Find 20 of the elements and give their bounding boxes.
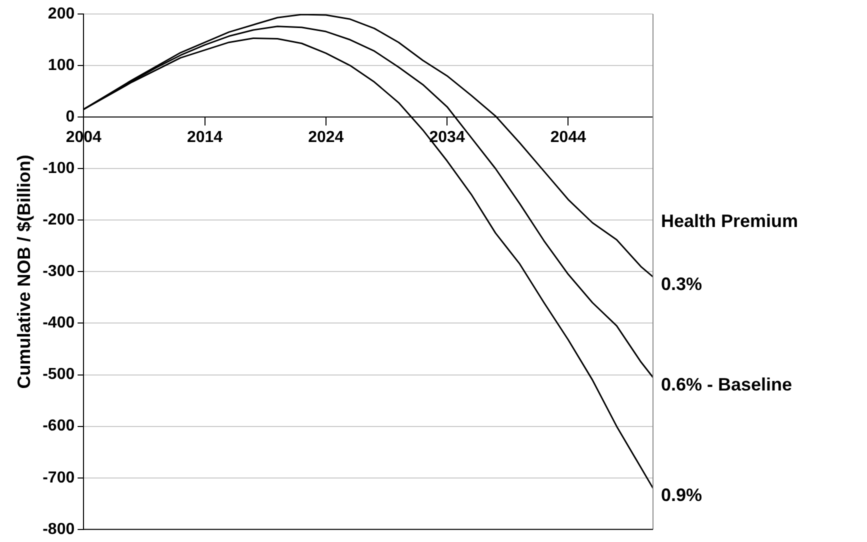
y-tick-label: -100: [42, 160, 75, 178]
series-label: 0.3%: [661, 274, 702, 294]
series-label: 0.9%: [661, 485, 702, 506]
y-tick-label: -800: [42, 520, 75, 538]
y-tick-label: 100: [48, 56, 75, 74]
y-axis-title: Cumulative NOB / $(Billion): [14, 154, 34, 389]
y-tick-label: -700: [42, 469, 75, 486]
y-tick-label: 0: [66, 108, 75, 126]
x-tick-label: 2044: [550, 129, 586, 146]
y-tick-label: 200: [48, 5, 75, 22]
y-tick-label: -300: [42, 263, 75, 280]
series-label: 0.6% - Baseline: [661, 374, 792, 394]
x-tick-label: 2034: [429, 129, 465, 146]
legend-title: Health Premium: [661, 210, 798, 231]
y-tick-label: -500: [42, 366, 75, 384]
x-tick-label: 2024: [308, 129, 344, 146]
y-tick-label: -200: [42, 212, 75, 229]
x-tick-label: 2014: [186, 129, 223, 146]
y-tick-label: -400: [42, 314, 75, 332]
y-tick-label: -600: [42, 418, 75, 435]
